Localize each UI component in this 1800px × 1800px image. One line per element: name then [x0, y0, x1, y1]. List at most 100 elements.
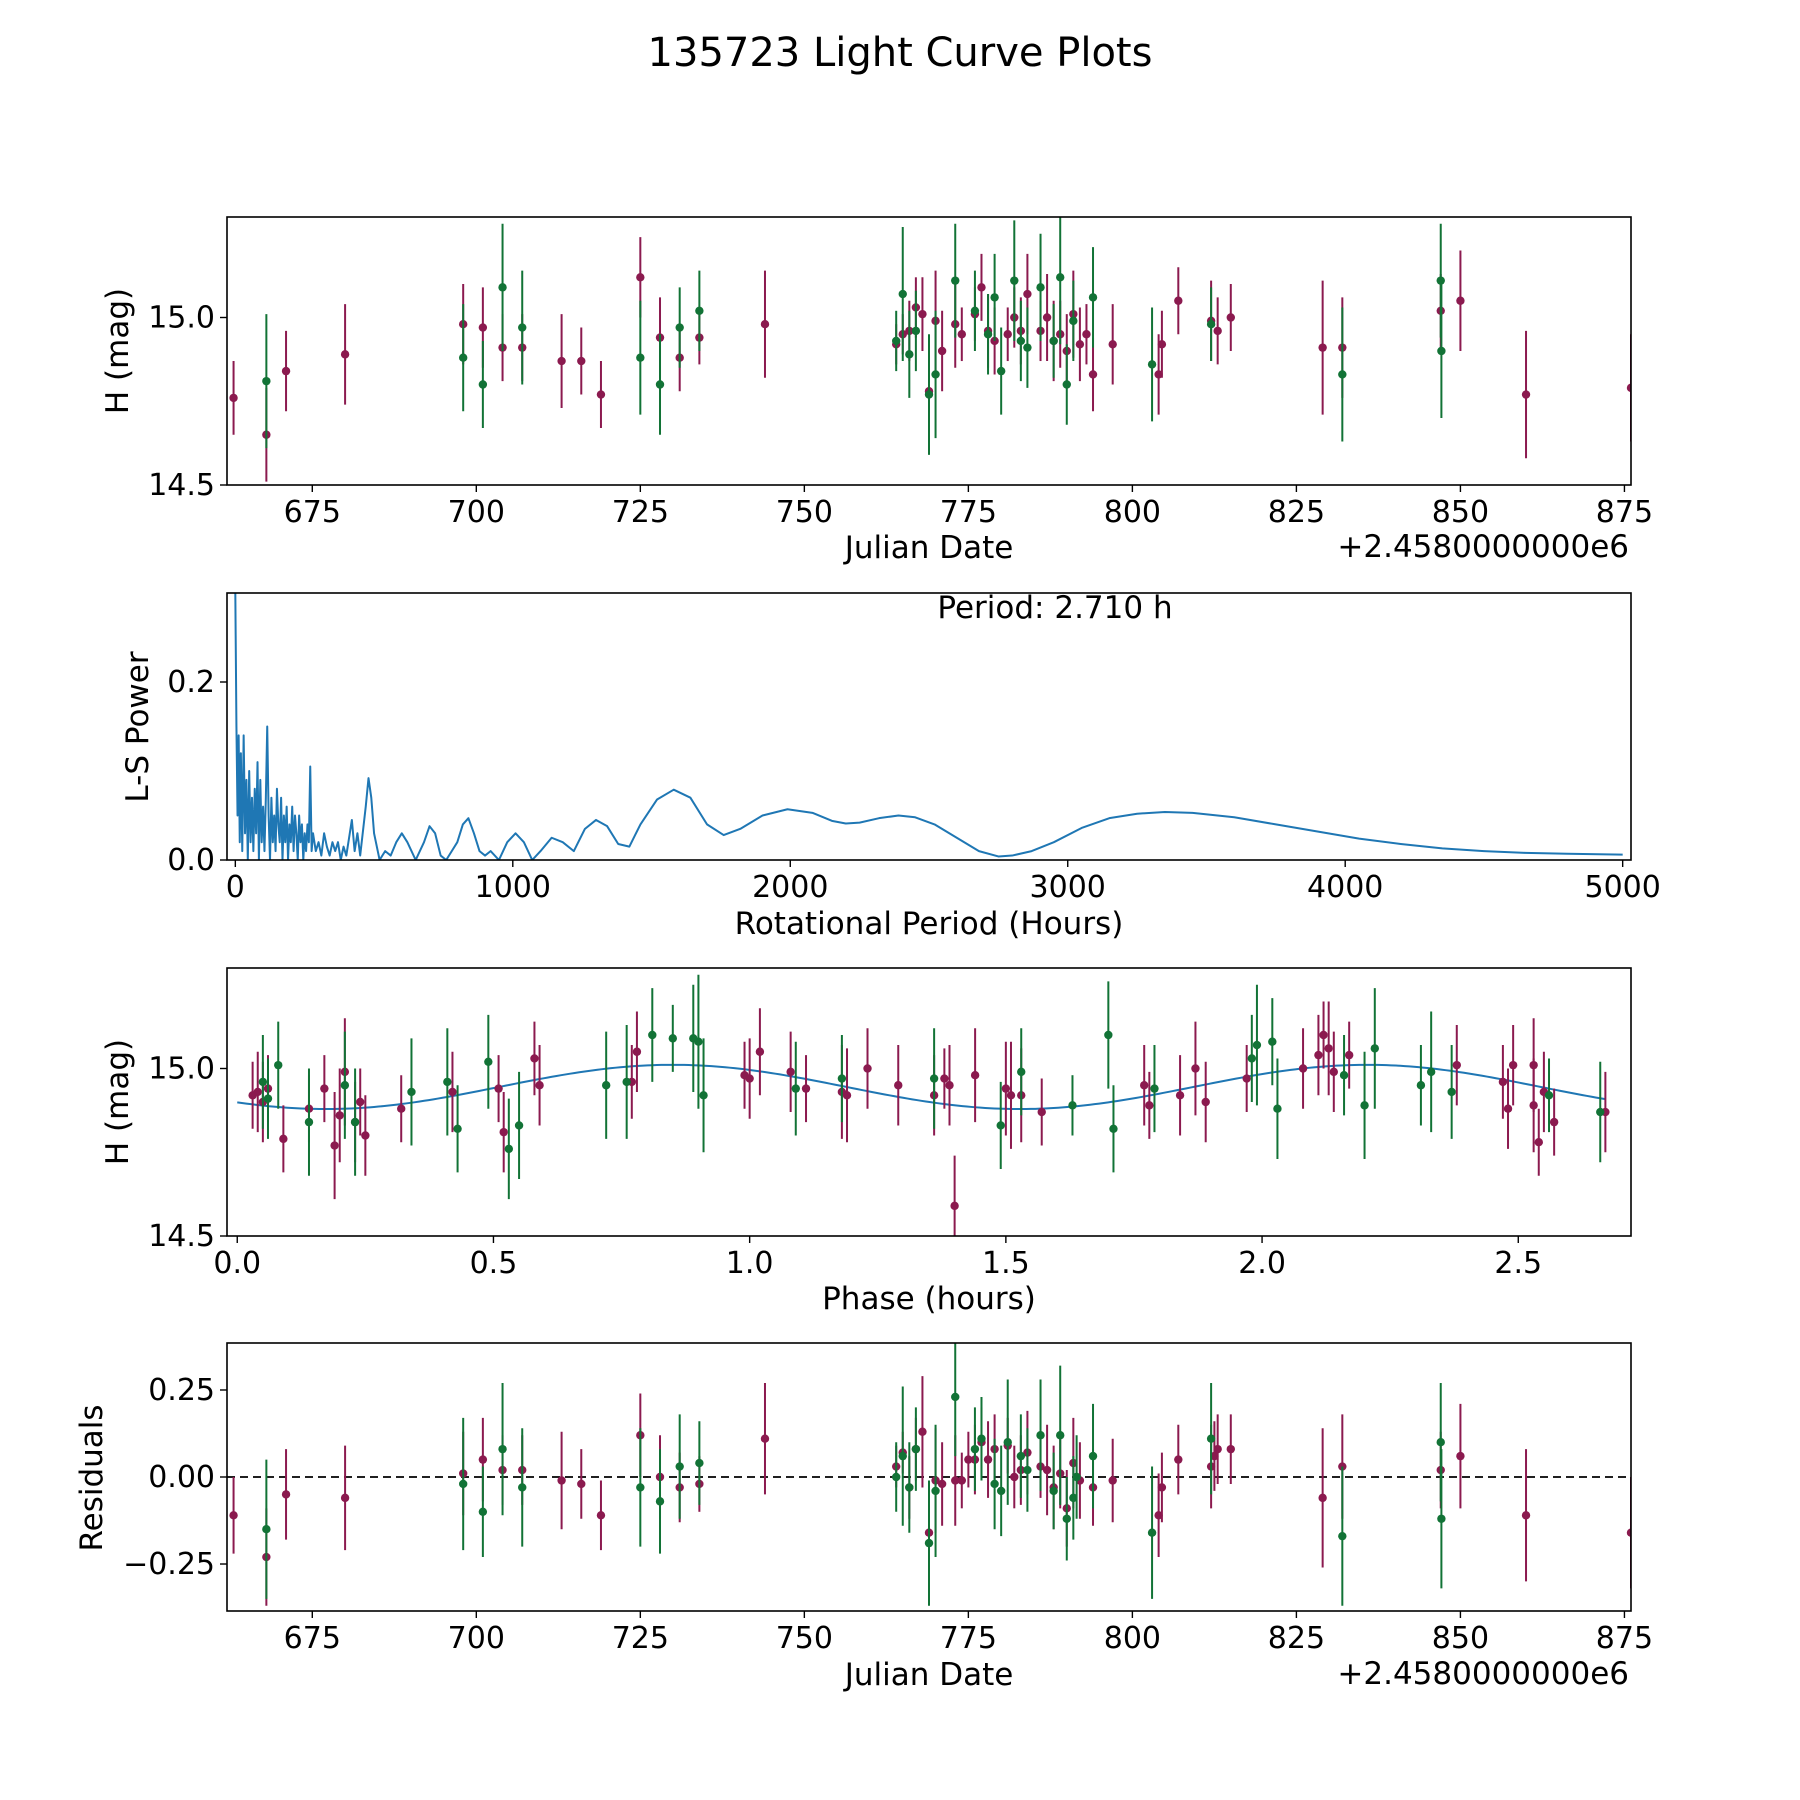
phase-green-point [340, 1081, 350, 1090]
lightcurve-green-point [262, 376, 271, 386]
phase-magenta-point [1503, 1104, 1513, 1113]
lightcurve-ytick-label: 15.0 [148, 301, 215, 336]
lightcurve-magenta-point [596, 390, 606, 399]
residuals-green-point [996, 1486, 1006, 1496]
lightcurve-xtick-label: 875 [1596, 495, 1653, 530]
phase-magenta-point [1140, 1081, 1149, 1090]
lightcurve-magenta-point [1023, 289, 1032, 299]
lightcurve-offset-label: +2.4580000000e6 [1337, 529, 1629, 565]
residuals-xtick-label: 700 [448, 1621, 505, 1656]
lightcurve-magenta-point [1154, 370, 1163, 379]
periodogram-ytick-label: 0.2 [167, 665, 215, 700]
lightcurve-green-point [990, 293, 999, 302]
lightcurve-green-point [924, 390, 934, 399]
lightcurve-magenta-point [977, 283, 986, 292]
lightcurve-green-point [1147, 360, 1157, 369]
residuals-magenta-point [1157, 1483, 1167, 1492]
lightcurve-magenta-point [957, 330, 967, 339]
phase-green-point [443, 1077, 452, 1087]
lightcurve-xtick-label: 675 [284, 495, 341, 530]
phase-xtick-label: 2.5 [1494, 1246, 1542, 1281]
residuals-green-point [262, 1525, 271, 1534]
residuals-magenta-point [918, 1427, 927, 1436]
periodogram-power-line [234, 593, 1623, 860]
phase-magenta-point [801, 1084, 811, 1093]
lightcurve-green-point [1062, 380, 1071, 389]
residuals-xtick-label: 850 [1432, 1621, 1489, 1656]
phase-green-point [791, 1084, 800, 1093]
residuals-green-point [924, 1538, 934, 1548]
phase-green-point [274, 1060, 283, 1070]
phase-magenta-point [745, 1074, 754, 1083]
phase-magenta-point [950, 1201, 959, 1211]
residuals-ytick-label: 0.25 [148, 1373, 215, 1408]
phase-magenta-point [1324, 1044, 1333, 1053]
residuals-marks [227, 1343, 1631, 1606]
phase-xtick-label: 1.5 [982, 1246, 1030, 1281]
phase-magenta-point [356, 1097, 365, 1107]
phase-magenta-point [1298, 1064, 1308, 1073]
phase-panel: 0.0 0.5 1.0 1.5 2.0 2.5 14.5 15.0 Phase (hours)… [100, 967, 1632, 1317]
lightcurve-green-point [931, 370, 940, 379]
lightcurve-magenta-point [340, 350, 350, 359]
residuals-magenta-point [983, 1455, 993, 1464]
lightcurve-green-point [1069, 316, 1078, 326]
lightcurve-magenta-point [1626, 383, 1631, 393]
residuals-green-point [1049, 1486, 1058, 1496]
residuals-green-point [1147, 1528, 1157, 1537]
lightcurve-magenta-point [281, 366, 291, 376]
periodogram-ylabel: L-S Power [120, 651, 156, 802]
phase-green-point [258, 1077, 268, 1087]
phase-magenta-point [1529, 1101, 1538, 1110]
residuals-xtick-label: 825 [1268, 1621, 1325, 1656]
phase-magenta-point [1037, 1107, 1046, 1117]
phase-magenta-point [530, 1054, 539, 1063]
phase-magenta-point [1145, 1101, 1154, 1110]
phase-magenta-point [1344, 1050, 1354, 1060]
phase-magenta-point [320, 1084, 329, 1093]
residuals-magenta-point [1456, 1451, 1465, 1461]
residuals-magenta-point [1626, 1528, 1631, 1537]
phase-magenta-point [535, 1081, 544, 1090]
periodogram-xtick-label: 5000 [1584, 870, 1660, 905]
phase-green-point [1268, 1037, 1277, 1046]
residuals-green-point [1023, 1465, 1032, 1475]
phase-green-point [350, 1117, 360, 1127]
phase-marks [237, 974, 1610, 1236]
residuals-green-point [905, 1483, 914, 1492]
phase-green-point [1273, 1104, 1282, 1113]
residuals-green-point [911, 1444, 921, 1454]
phase-green-point [1544, 1091, 1554, 1100]
residuals-green-point [655, 1497, 665, 1506]
lightcurve-green-point [1010, 276, 1019, 285]
phase-magenta-point [1329, 1067, 1339, 1077]
periodogram-xtick-label: 0 [226, 870, 245, 905]
figure-title: 135723 Light Curve Plots [648, 30, 1153, 76]
phase-green-point [1104, 1030, 1113, 1040]
periodogram-ytick-label: 0.0 [167, 843, 215, 878]
phase-magenta-point [1314, 1050, 1323, 1060]
lightcurve-magenta-point [1521, 390, 1531, 399]
residuals-green-point [891, 1472, 901, 1482]
phase-green-point [484, 1057, 493, 1067]
periodogram-xlabel: Rotational Period (Hours) [735, 906, 1124, 942]
phase-xtick-label: 0.0 [213, 1246, 261, 1281]
lightcurve-green-point [905, 350, 914, 359]
lightcurve-ticks: 675 700 725 750 775 800 825 850 875 14.5 15.0 [148, 301, 1653, 531]
lightcurve-ytick-label: 14.5 [148, 468, 215, 503]
lightcurve-green-point [478, 380, 488, 389]
lightcurve-green-point [695, 306, 704, 315]
lightcurve-magenta-point [1213, 326, 1222, 336]
residuals-xtick-label: 725 [612, 1621, 669, 1656]
phase-magenta-point [842, 1091, 852, 1100]
lightcurve-green-point [1206, 320, 1216, 329]
phase-xtick-label: 2.0 [1238, 1246, 1286, 1281]
lightcurve-marks [229, 217, 1631, 482]
phase-magenta-point [1001, 1084, 1011, 1093]
lightcurve-xtick-label: 750 [776, 495, 833, 530]
residuals-green-point [970, 1444, 980, 1454]
residuals-magenta-point [281, 1490, 291, 1499]
phase-magenta-point [1319, 1030, 1328, 1040]
phase-magenta-point [970, 1071, 980, 1080]
phase-green-point [996, 1121, 1005, 1130]
